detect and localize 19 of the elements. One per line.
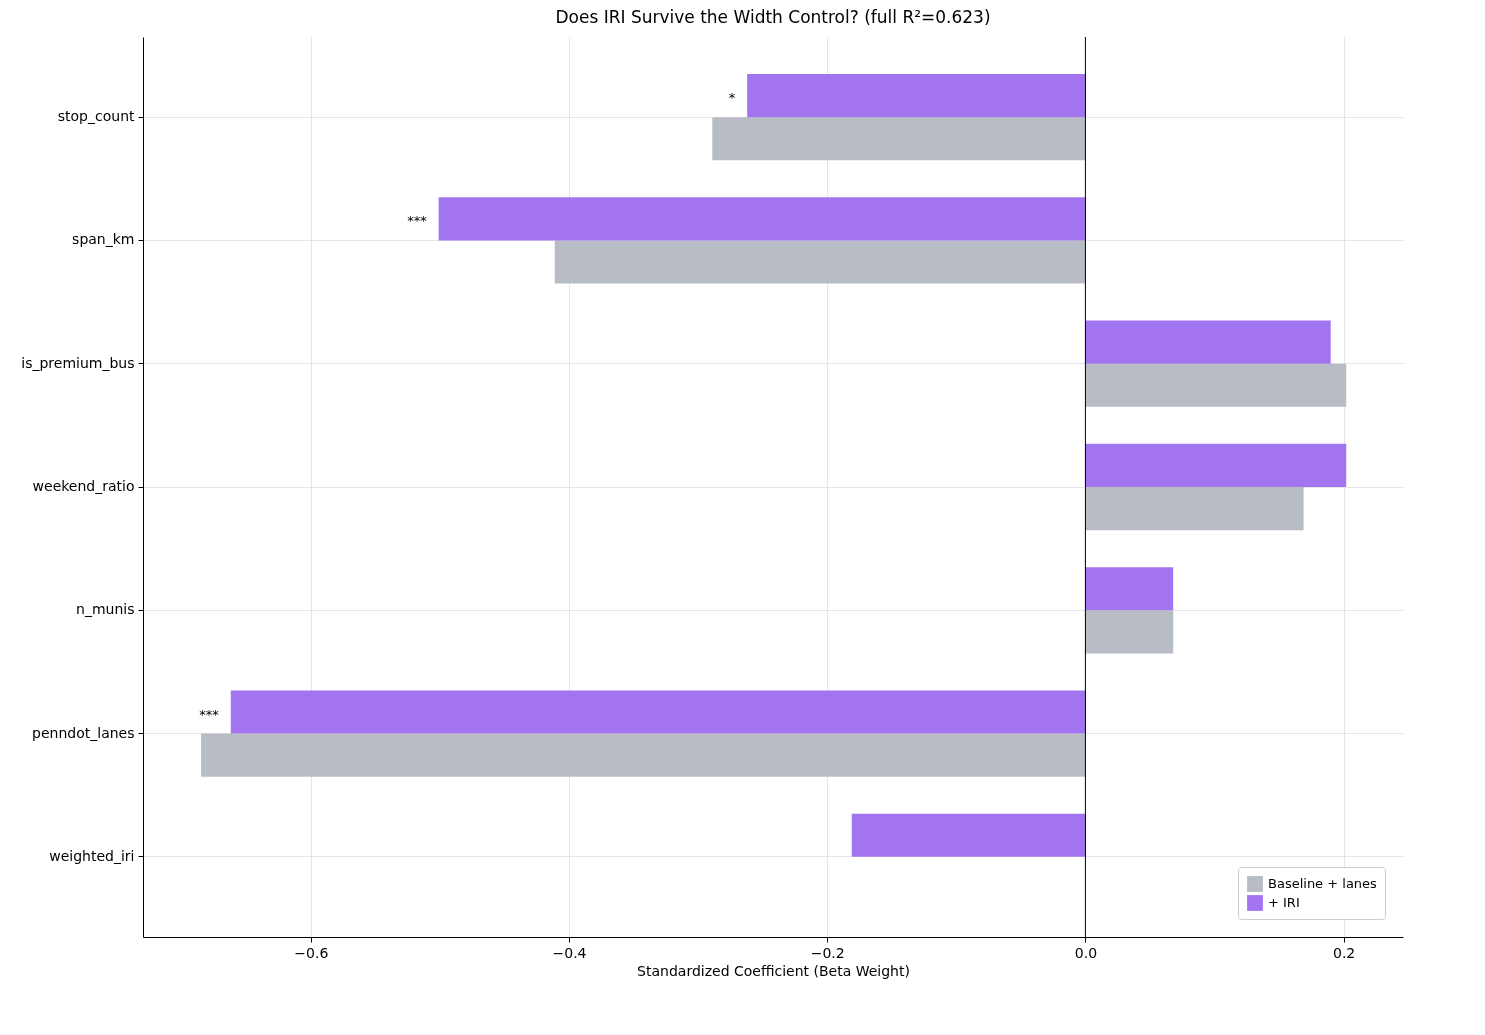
x-tick-label: −0.6	[294, 944, 329, 961]
annotation: *	[728, 90, 736, 106]
legend-label: Baseline + lanes	[1268, 876, 1378, 891]
x-tick-label: 0.0	[1074, 944, 1098, 961]
legend-label: + IRI	[1268, 895, 1300, 910]
x-axis-title: Standardized Coefficient (Beta Weight)	[637, 962, 910, 979]
x-tick-label: −0.4	[552, 944, 587, 961]
y-tick-label: span_km	[72, 231, 135, 248]
x-tick-label: −0.2	[810, 944, 845, 961]
y-tick-label: penndot_lanes	[32, 724, 135, 741]
y-tick-label: is_premium_bus	[21, 354, 135, 371]
chart-title: Does IRI Survive the Width Control? (full R²=0.623)	[555, 6, 991, 27]
x-tick-label: 0.2	[1332, 944, 1356, 961]
annotation: ***	[199, 706, 220, 722]
y-tick-label: stop_count	[57, 108, 136, 125]
y-tick-label: weighted_iri	[49, 847, 135, 864]
annotation: ***	[407, 213, 428, 229]
y-tick-label: n_munis	[76, 601, 135, 618]
y-tick-label: weekend_ratio	[32, 478, 135, 494]
